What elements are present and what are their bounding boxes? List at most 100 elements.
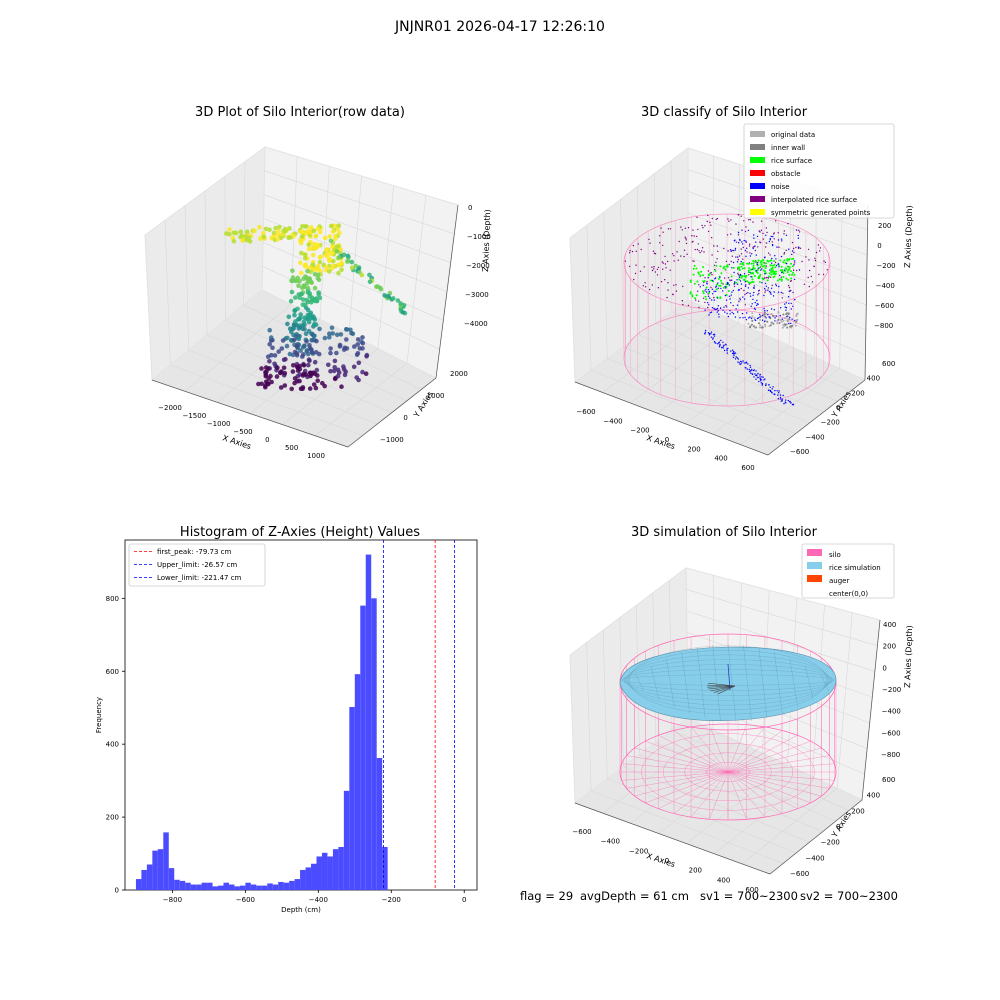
x-tick-label: 600 <box>741 464 754 472</box>
depth-histogram: Histogram of Z-Axies (Height) Values −80… <box>95 525 478 914</box>
scatter-point <box>400 310 406 315</box>
noise-point <box>790 302 792 305</box>
noise-point <box>717 297 719 299</box>
wall-point <box>787 313 790 315</box>
noise-point <box>775 315 777 317</box>
scatter-point <box>332 365 338 370</box>
scatter-point <box>327 335 332 340</box>
interpolated-point <box>681 300 683 302</box>
scatter-point <box>336 270 341 276</box>
scatter-point <box>285 321 290 327</box>
noise-point <box>733 350 735 353</box>
rice-surface-point <box>718 284 721 287</box>
scatter-point <box>244 229 250 235</box>
scatter-point <box>307 291 313 296</box>
scatter-point <box>273 225 279 231</box>
interpolated-point <box>783 230 785 232</box>
noise-point <box>750 317 753 320</box>
interpolated-point <box>766 231 768 234</box>
interpolated-point <box>709 221 711 224</box>
noise-point <box>785 262 788 265</box>
noise-point <box>738 289 740 291</box>
surface-mesh-line <box>743 644 752 722</box>
rice-surface-point <box>751 281 753 283</box>
noise-point <box>761 382 764 385</box>
sv1-readout: sv1 = 700~2300 <box>700 889 798 903</box>
noise-point <box>777 291 780 293</box>
rice-surface-point <box>766 259 769 262</box>
interpolated-point <box>732 304 734 307</box>
simulation-3d-plot: 3D simulation of Silo Interior −600 −400 −… <box>569 525 914 894</box>
scatter-point <box>307 343 312 348</box>
legend-swatch <box>807 575 822 582</box>
scatter-point <box>300 229 306 235</box>
rice-surface-point <box>747 269 750 272</box>
histogram-bar <box>185 882 191 890</box>
x-tick-label: −1500 <box>182 412 206 420</box>
rice-surface-point <box>771 264 774 267</box>
rice-surface-point <box>730 275 733 278</box>
noise-point <box>749 292 751 295</box>
interpolated-point <box>651 269 654 272</box>
grid-line <box>607 778 797 854</box>
interpolated-point <box>737 274 740 276</box>
surface-mesh-line <box>635 673 644 691</box>
interpolated-point <box>673 255 675 257</box>
rice-surface-point <box>787 269 790 272</box>
noise-point <box>775 283 777 285</box>
scatter-point <box>329 325 335 331</box>
noise-point <box>781 240 783 242</box>
histogram-bar <box>349 706 355 890</box>
histogram-bar <box>228 884 235 890</box>
scatter-point <box>332 358 338 364</box>
wall-point <box>796 312 799 315</box>
rice-surface-point <box>751 278 754 281</box>
interpolated-point <box>673 260 675 262</box>
scatter-point <box>356 377 361 383</box>
noise-point <box>763 294 765 297</box>
y-tick-label: 2000 <box>450 370 468 378</box>
rice-surface-point <box>745 274 748 277</box>
silo-floor-spoke <box>658 771 729 809</box>
rice-surface-point <box>746 280 749 283</box>
noise-point <box>733 249 735 252</box>
z-tick-label: −2000 <box>466 262 490 270</box>
rice-surface-point <box>793 273 796 276</box>
wall-point <box>776 322 779 325</box>
grid-line <box>629 322 739 404</box>
surface-mesh-ring <box>625 659 831 701</box>
histogram-bar <box>327 856 333 890</box>
wall-point <box>778 322 781 324</box>
noise-point <box>711 299 713 301</box>
histogram-bar <box>146 864 153 890</box>
interpolated-point <box>733 285 736 288</box>
silo-floor-spoke <box>621 771 729 781</box>
interpolated-point <box>702 227 704 229</box>
z-tick-label: −1000 <box>467 233 491 241</box>
interpolated-point <box>664 263 667 265</box>
interpolated-point <box>640 248 642 251</box>
grid-line <box>740 368 840 445</box>
interpolated-point <box>706 220 708 223</box>
noise-point <box>757 267 759 269</box>
noise-point <box>759 376 761 378</box>
scatter-point <box>331 258 336 264</box>
scatter-point <box>298 260 303 266</box>
noise-point <box>781 271 783 274</box>
scatter-point <box>300 354 305 359</box>
scatter-point <box>266 366 271 371</box>
rice-surface-point <box>695 267 698 270</box>
scatter-point <box>331 368 337 374</box>
legend-box <box>743 123 895 219</box>
noise-point <box>716 307 719 310</box>
scatter-point <box>355 351 361 356</box>
scatter-point <box>290 369 296 374</box>
y-tick-label: 600 <box>882 360 895 368</box>
histogram-bar <box>250 884 257 890</box>
histogram-bar <box>223 882 229 890</box>
noise-point <box>719 307 722 309</box>
histogram-bar <box>343 790 350 890</box>
histogram-bar <box>163 832 169 890</box>
rice-surface-point <box>768 272 771 275</box>
noise-point <box>786 315 788 318</box>
